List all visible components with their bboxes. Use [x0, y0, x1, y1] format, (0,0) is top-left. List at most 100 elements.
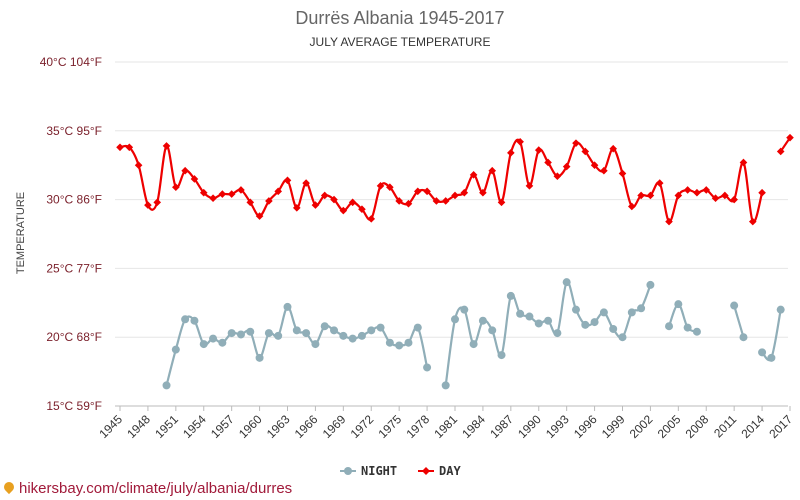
- point-day[interactable]: [246, 198, 255, 207]
- legend-item-night[interactable]: NIGHT: [340, 464, 397, 478]
- point-day[interactable]: [227, 190, 236, 198]
- point-night[interactable]: [199, 340, 208, 349]
- point-day[interactable]: [600, 166, 608, 175]
- point-day[interactable]: [134, 161, 143, 169]
- point-night[interactable]: [441, 381, 450, 390]
- point-day[interactable]: [665, 217, 673, 226]
- point-night[interactable]: [590, 318, 599, 327]
- point-day[interactable]: [218, 190, 227, 198]
- point-night[interactable]: [516, 309, 525, 318]
- point-day[interactable]: [562, 162, 571, 171]
- point-day[interactable]: [153, 198, 162, 207]
- point-night[interactable]: [255, 353, 264, 362]
- point-day[interactable]: [618, 169, 627, 178]
- point-night[interactable]: [357, 331, 366, 340]
- point-night[interactable]: [478, 316, 487, 325]
- point-night[interactable]: [692, 327, 701, 336]
- point-day[interactable]: [451, 191, 459, 200]
- point-night[interactable]: [292, 326, 301, 335]
- point-day[interactable]: [544, 158, 552, 167]
- point-night[interactable]: [190, 316, 199, 325]
- point-night[interactable]: [599, 308, 608, 317]
- point-night[interactable]: [534, 319, 543, 328]
- point-day[interactable]: [395, 197, 403, 205]
- point-day[interactable]: [423, 187, 431, 196]
- point-night[interactable]: [283, 302, 292, 311]
- point-day[interactable]: [637, 191, 645, 200]
- point-day[interactable]: [711, 194, 720, 203]
- point-night[interactable]: [451, 315, 459, 324]
- point-night[interactable]: [162, 381, 171, 390]
- point-day[interactable]: [320, 191, 329, 200]
- point-night[interactable]: [618, 333, 627, 342]
- point-day[interactable]: [534, 146, 543, 154]
- point-day[interactable]: [358, 205, 366, 214]
- point-night[interactable]: [423, 363, 432, 372]
- point-night[interactable]: [674, 300, 683, 309]
- point-day[interactable]: [674, 191, 683, 200]
- point-day[interactable]: [739, 158, 748, 167]
- point-night[interactable]: [683, 323, 692, 332]
- point-night[interactable]: [404, 338, 413, 347]
- point-day[interactable]: [553, 172, 562, 181]
- point-day[interactable]: [302, 179, 310, 187]
- point-day[interactable]: [683, 186, 692, 194]
- point-night[interactable]: [758, 348, 767, 357]
- point-night[interactable]: [181, 315, 190, 324]
- point-night[interactable]: [460, 305, 469, 314]
- point-day[interactable]: [348, 198, 357, 207]
- point-day[interactable]: [413, 187, 422, 196]
- point-night[interactable]: [264, 329, 273, 338]
- point-day[interactable]: [376, 182, 385, 190]
- point-day[interactable]: [293, 204, 301, 212]
- point-day[interactable]: [646, 191, 655, 200]
- point-day[interactable]: [181, 166, 189, 175]
- point-day[interactable]: [693, 188, 701, 197]
- point-day[interactable]: [507, 149, 515, 157]
- point-day[interactable]: [441, 197, 450, 205]
- point-day[interactable]: [144, 201, 152, 209]
- point-day[interactable]: [525, 182, 534, 190]
- point-day[interactable]: [702, 186, 711, 194]
- point-night[interactable]: [367, 326, 376, 335]
- point-day[interactable]: [572, 139, 580, 147]
- point-night[interactable]: [348, 334, 357, 343]
- point-day[interactable]: [311, 201, 320, 209]
- point-night[interactable]: [767, 353, 776, 362]
- point-night[interactable]: [302, 329, 311, 338]
- point-day[interactable]: [758, 188, 766, 197]
- point-night[interactable]: [488, 326, 497, 335]
- point-day[interactable]: [469, 171, 478, 179]
- point-day[interactable]: [516, 138, 524, 146]
- point-day[interactable]: [237, 186, 245, 194]
- point-night[interactable]: [730, 301, 739, 310]
- point-night[interactable]: [776, 305, 785, 314]
- point-night[interactable]: [209, 334, 218, 343]
- point-night[interactable]: [218, 338, 227, 347]
- point-night[interactable]: [339, 331, 348, 340]
- point-day[interactable]: [330, 195, 338, 204]
- point-day[interactable]: [339, 206, 348, 215]
- point-day[interactable]: [432, 197, 441, 205]
- point-night[interactable]: [330, 326, 339, 335]
- point-day[interactable]: [172, 183, 180, 192]
- point-night[interactable]: [525, 312, 534, 321]
- point-day[interactable]: [460, 188, 469, 197]
- point-night[interactable]: [646, 280, 655, 289]
- point-day[interactable]: [283, 176, 292, 185]
- legend-item-day[interactable]: DAY: [418, 464, 461, 478]
- point-night[interactable]: [553, 329, 562, 338]
- point-day[interactable]: [190, 175, 199, 183]
- point-day[interactable]: [628, 202, 636, 211]
- point-day[interactable]: [497, 198, 506, 207]
- point-night[interactable]: [637, 304, 646, 313]
- point-night[interactable]: [171, 345, 180, 354]
- point-day[interactable]: [655, 179, 664, 187]
- point-day[interactable]: [590, 161, 599, 169]
- point-night[interactable]: [581, 320, 590, 329]
- point-night[interactable]: [236, 330, 245, 339]
- point-day[interactable]: [116, 143, 124, 152]
- point-day[interactable]: [367, 215, 376, 223]
- point-night[interactable]: [627, 308, 636, 317]
- point-day[interactable]: [748, 217, 757, 226]
